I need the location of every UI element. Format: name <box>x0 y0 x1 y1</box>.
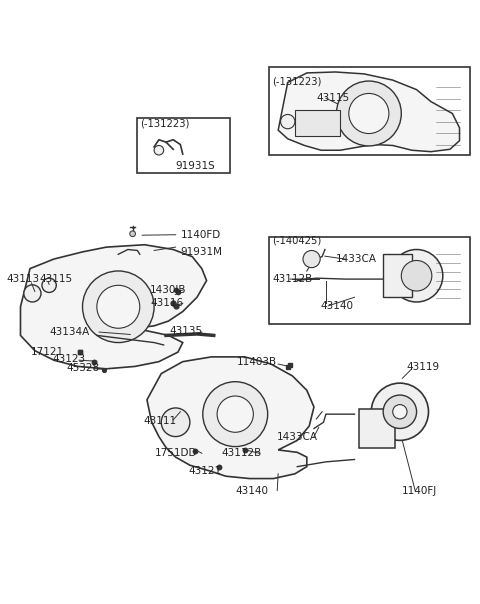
Text: 43135: 43135 <box>169 326 203 336</box>
Text: 1430JB: 1430JB <box>150 285 187 295</box>
Bar <box>383 254 412 297</box>
Text: 43134A: 43134A <box>49 327 89 337</box>
Text: 43112B: 43112B <box>222 448 262 458</box>
Text: 11403B: 11403B <box>237 357 277 367</box>
Text: 43116: 43116 <box>150 298 183 309</box>
Text: 43121: 43121 <box>189 466 222 477</box>
Circle shape <box>130 231 135 237</box>
Circle shape <box>303 251 320 268</box>
Text: 91931S: 91931S <box>176 161 216 170</box>
Text: 43140: 43140 <box>320 301 353 311</box>
Circle shape <box>349 94 389 133</box>
Bar <box>269 237 470 324</box>
Text: 1433CA: 1433CA <box>336 254 376 264</box>
Text: 17121: 17121 <box>31 347 64 357</box>
Text: (-140425): (-140425) <box>273 236 322 246</box>
Circle shape <box>371 383 429 440</box>
Text: 91931M: 91931M <box>180 247 222 257</box>
Bar <box>360 410 395 448</box>
Text: 1433CA: 1433CA <box>277 432 318 442</box>
Polygon shape <box>278 72 459 152</box>
Text: 1140FJ: 1140FJ <box>402 486 437 495</box>
Circle shape <box>42 278 56 292</box>
Circle shape <box>336 81 401 146</box>
Circle shape <box>383 395 417 428</box>
Circle shape <box>154 146 164 155</box>
Text: 43113: 43113 <box>6 274 39 284</box>
Circle shape <box>161 408 190 437</box>
Circle shape <box>393 405 407 419</box>
Circle shape <box>83 271 154 342</box>
Text: (-131223): (-131223) <box>140 119 190 129</box>
Circle shape <box>390 249 443 302</box>
Text: 43115: 43115 <box>39 274 72 284</box>
Text: 1751DD: 1751DD <box>155 448 198 458</box>
Text: (-131223): (-131223) <box>273 77 322 86</box>
Circle shape <box>281 114 295 129</box>
Circle shape <box>401 260 432 291</box>
Text: 43112B: 43112B <box>273 274 312 284</box>
Polygon shape <box>147 357 314 478</box>
Bar <box>137 118 230 173</box>
Circle shape <box>24 285 41 302</box>
Text: 43123: 43123 <box>53 355 86 364</box>
Circle shape <box>97 285 140 328</box>
Text: 1140FD: 1140FD <box>180 230 221 240</box>
Polygon shape <box>21 245 206 369</box>
Bar <box>269 67 470 155</box>
Text: 43115: 43115 <box>316 93 349 103</box>
Text: 43111: 43111 <box>143 416 176 426</box>
Circle shape <box>203 382 268 446</box>
Bar <box>295 110 340 136</box>
Circle shape <box>217 396 253 432</box>
Text: 43119: 43119 <box>406 362 439 373</box>
Text: 43140: 43140 <box>235 486 268 495</box>
Text: 45328: 45328 <box>66 363 99 373</box>
